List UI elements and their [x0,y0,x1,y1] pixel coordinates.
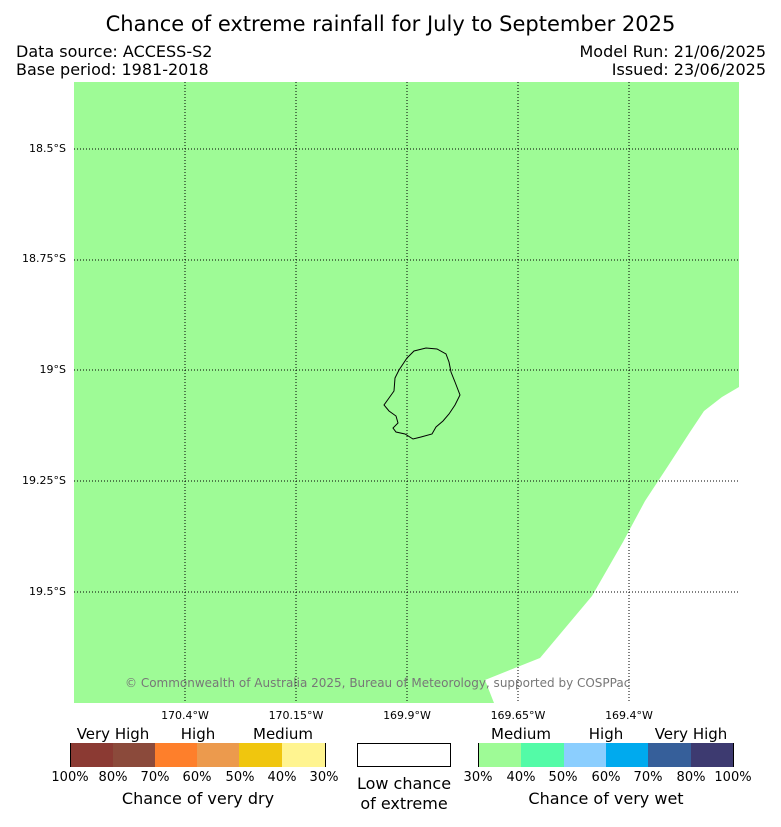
dry-percent-label: 40% [267,770,297,785]
lon-label: 169.65°W [490,709,546,722]
low-chance-swatch [357,743,451,767]
dry-category-label: Very High [76,725,150,743]
wet-percent-label: 80% [676,770,706,785]
lat-label: 19.5°S [29,585,66,598]
dry-percent-label: 80% [98,770,128,785]
lon-label: 170.15°W [268,709,324,722]
model-run-text: Model Run: 21/06/2025 [579,42,767,61]
dry-swatch [197,743,239,767]
map-title: Chance of extreme rainfall for July to S… [105,12,676,36]
copyright-text: © Commonwealth of Australia 2025, Bureau… [125,676,631,690]
header-left: Data source: ACCESS-S2 Base period: 1981… [16,43,212,79]
wet-percent-label: 70% [633,770,663,785]
wet-swatch [648,743,691,767]
lat-label: 18.5°S [29,142,66,155]
wet-swatch [606,743,648,767]
lon-label: 169.9°W [383,709,431,722]
dry-percent-label: 70% [140,770,170,785]
wet-percent-label: 50% [548,770,578,785]
wet-swatch [564,743,606,767]
low-chance-caption-line: of extreme [360,794,448,813]
lat-label: 19°S [39,363,66,376]
wet-category-label: Medium [491,725,551,743]
dry-percent-label: 100% [51,770,89,785]
dry-category-label: High [180,725,216,743]
dry-swatch [239,743,282,767]
dry-swatch [71,743,113,767]
dry-percent-label: 30% [309,770,339,785]
wet-percent-label: 100% [714,770,752,785]
wet-swatch [479,743,521,767]
wet-category-label: Very High [654,725,728,743]
niue-island-outline [383,347,461,440]
dry-swatch [282,743,325,767]
lon-label: 169.4°W [605,709,653,722]
lat-label: 18.75°S [22,252,66,265]
lon-label: 170.4°W [161,709,209,722]
wet-category-label: High [588,725,624,743]
wet-percent-label: 60% [591,770,621,785]
lat-label: 19.25°S [22,474,66,487]
data-source-text: Data source: ACCESS-S2 [16,42,213,61]
dry-percent-label: 50% [225,770,255,785]
base-period-text: Base period: 1981-2018 [16,60,209,79]
wet-medium-region [74,82,739,703]
dry-percent-label: 60% [182,770,212,785]
dry-category-label: Medium [253,725,313,743]
wet-swatch [521,743,564,767]
wet-percent-label: 30% [463,770,493,785]
dry-caption: Chance of very dry [121,789,275,808]
dry-swatch [113,743,155,767]
wet-caption: Chance of very wet [528,789,684,808]
wet-swatch [691,743,733,767]
dry-swatch [155,743,197,767]
low-chance-caption: Low chance of extreme [334,774,474,814]
header-right: Model Run: 21/06/2025 Issued: 23/06/2025 [580,43,767,79]
low-chance-caption-line: Low chance [356,774,452,793]
wet-percent-label: 40% [506,770,536,785]
issued-text: Issued: 23/06/2025 [611,60,766,79]
